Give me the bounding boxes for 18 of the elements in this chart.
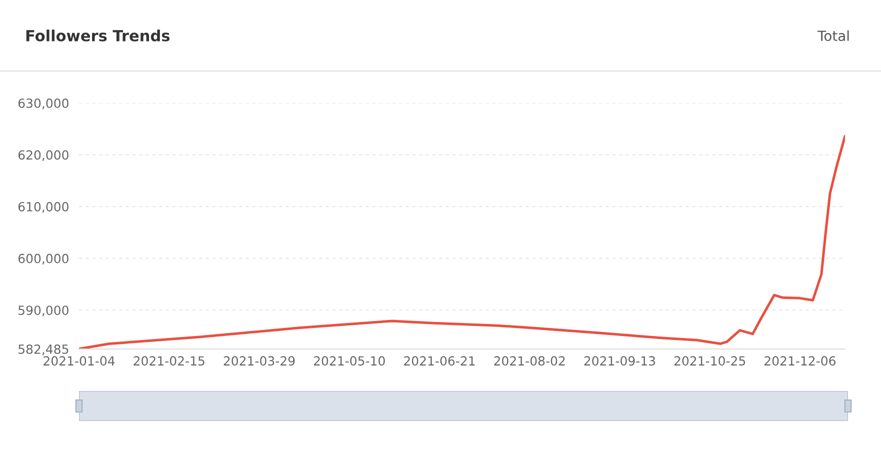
x-tick-label: 2021-09-13 (584, 356, 656, 366)
x-tick-label: 2021-01-04 (44, 356, 115, 366)
x-tick-label: 2021-05-10 (314, 356, 385, 366)
x-tick-label: 2021-08-02 (494, 356, 565, 366)
y-tick-label: 630,000 (18, 98, 68, 110)
y-tick-label: 600,000 (18, 254, 68, 265)
text: Total (818, 30, 849, 42)
line-series (79, 134, 845, 349)
y-tick-label: 610,000 (18, 202, 68, 213)
chart-title: Followers Trends (26, 30, 170, 42)
x-tick-label: 2021-02-15 (134, 356, 204, 366)
y-tick-label: 582,485 (18, 344, 68, 356)
x-tick-label: 2021-06-21 (404, 356, 475, 366)
y-tick-label: 620,000 (18, 150, 68, 161)
x-tick-label: 2021-03-29 (224, 356, 295, 366)
y-tick-label: 590,000 (18, 306, 68, 316)
x-tick-label: 2021-10-25 (674, 356, 746, 366)
x-tick-label: 2021-12-06 (764, 356, 836, 366)
